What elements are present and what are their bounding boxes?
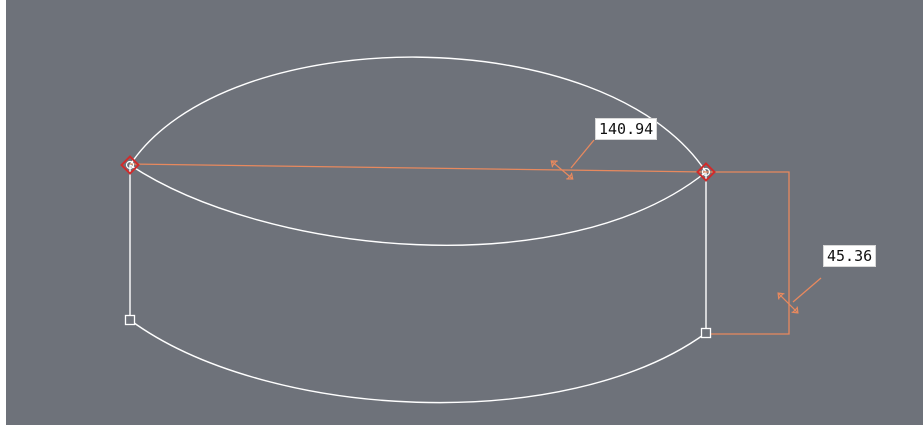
diamond-vertex-icon[interactable] <box>696 162 716 182</box>
sketch-canvas[interactable] <box>6 0 923 425</box>
sketch-viewport[interactable]: 140.94 45.36 <box>6 0 923 425</box>
middle-arc-curve[interactable] <box>129 164 707 246</box>
double-arrow-icon <box>550 160 574 180</box>
vertical-dimension-value[interactable]: 45.36 <box>823 245 877 267</box>
square-vertex-icon[interactable] <box>124 314 136 326</box>
horizontal-dimension-value[interactable]: 140.94 <box>595 118 658 140</box>
bottom-arc-curve[interactable] <box>129 319 707 404</box>
diamond-vertex-icon[interactable] <box>120 155 140 175</box>
square-vertex-icon[interactable] <box>700 327 712 339</box>
vertical-dimension-line[interactable] <box>706 171 790 335</box>
horizontal-dimension-leader <box>570 139 595 169</box>
horizontal-dimension-line[interactable] <box>129 163 707 173</box>
top-arc-curve[interactable] <box>129 56 707 173</box>
vertical-dimension-leader <box>792 277 822 303</box>
double-arrow-icon <box>777 292 799 314</box>
